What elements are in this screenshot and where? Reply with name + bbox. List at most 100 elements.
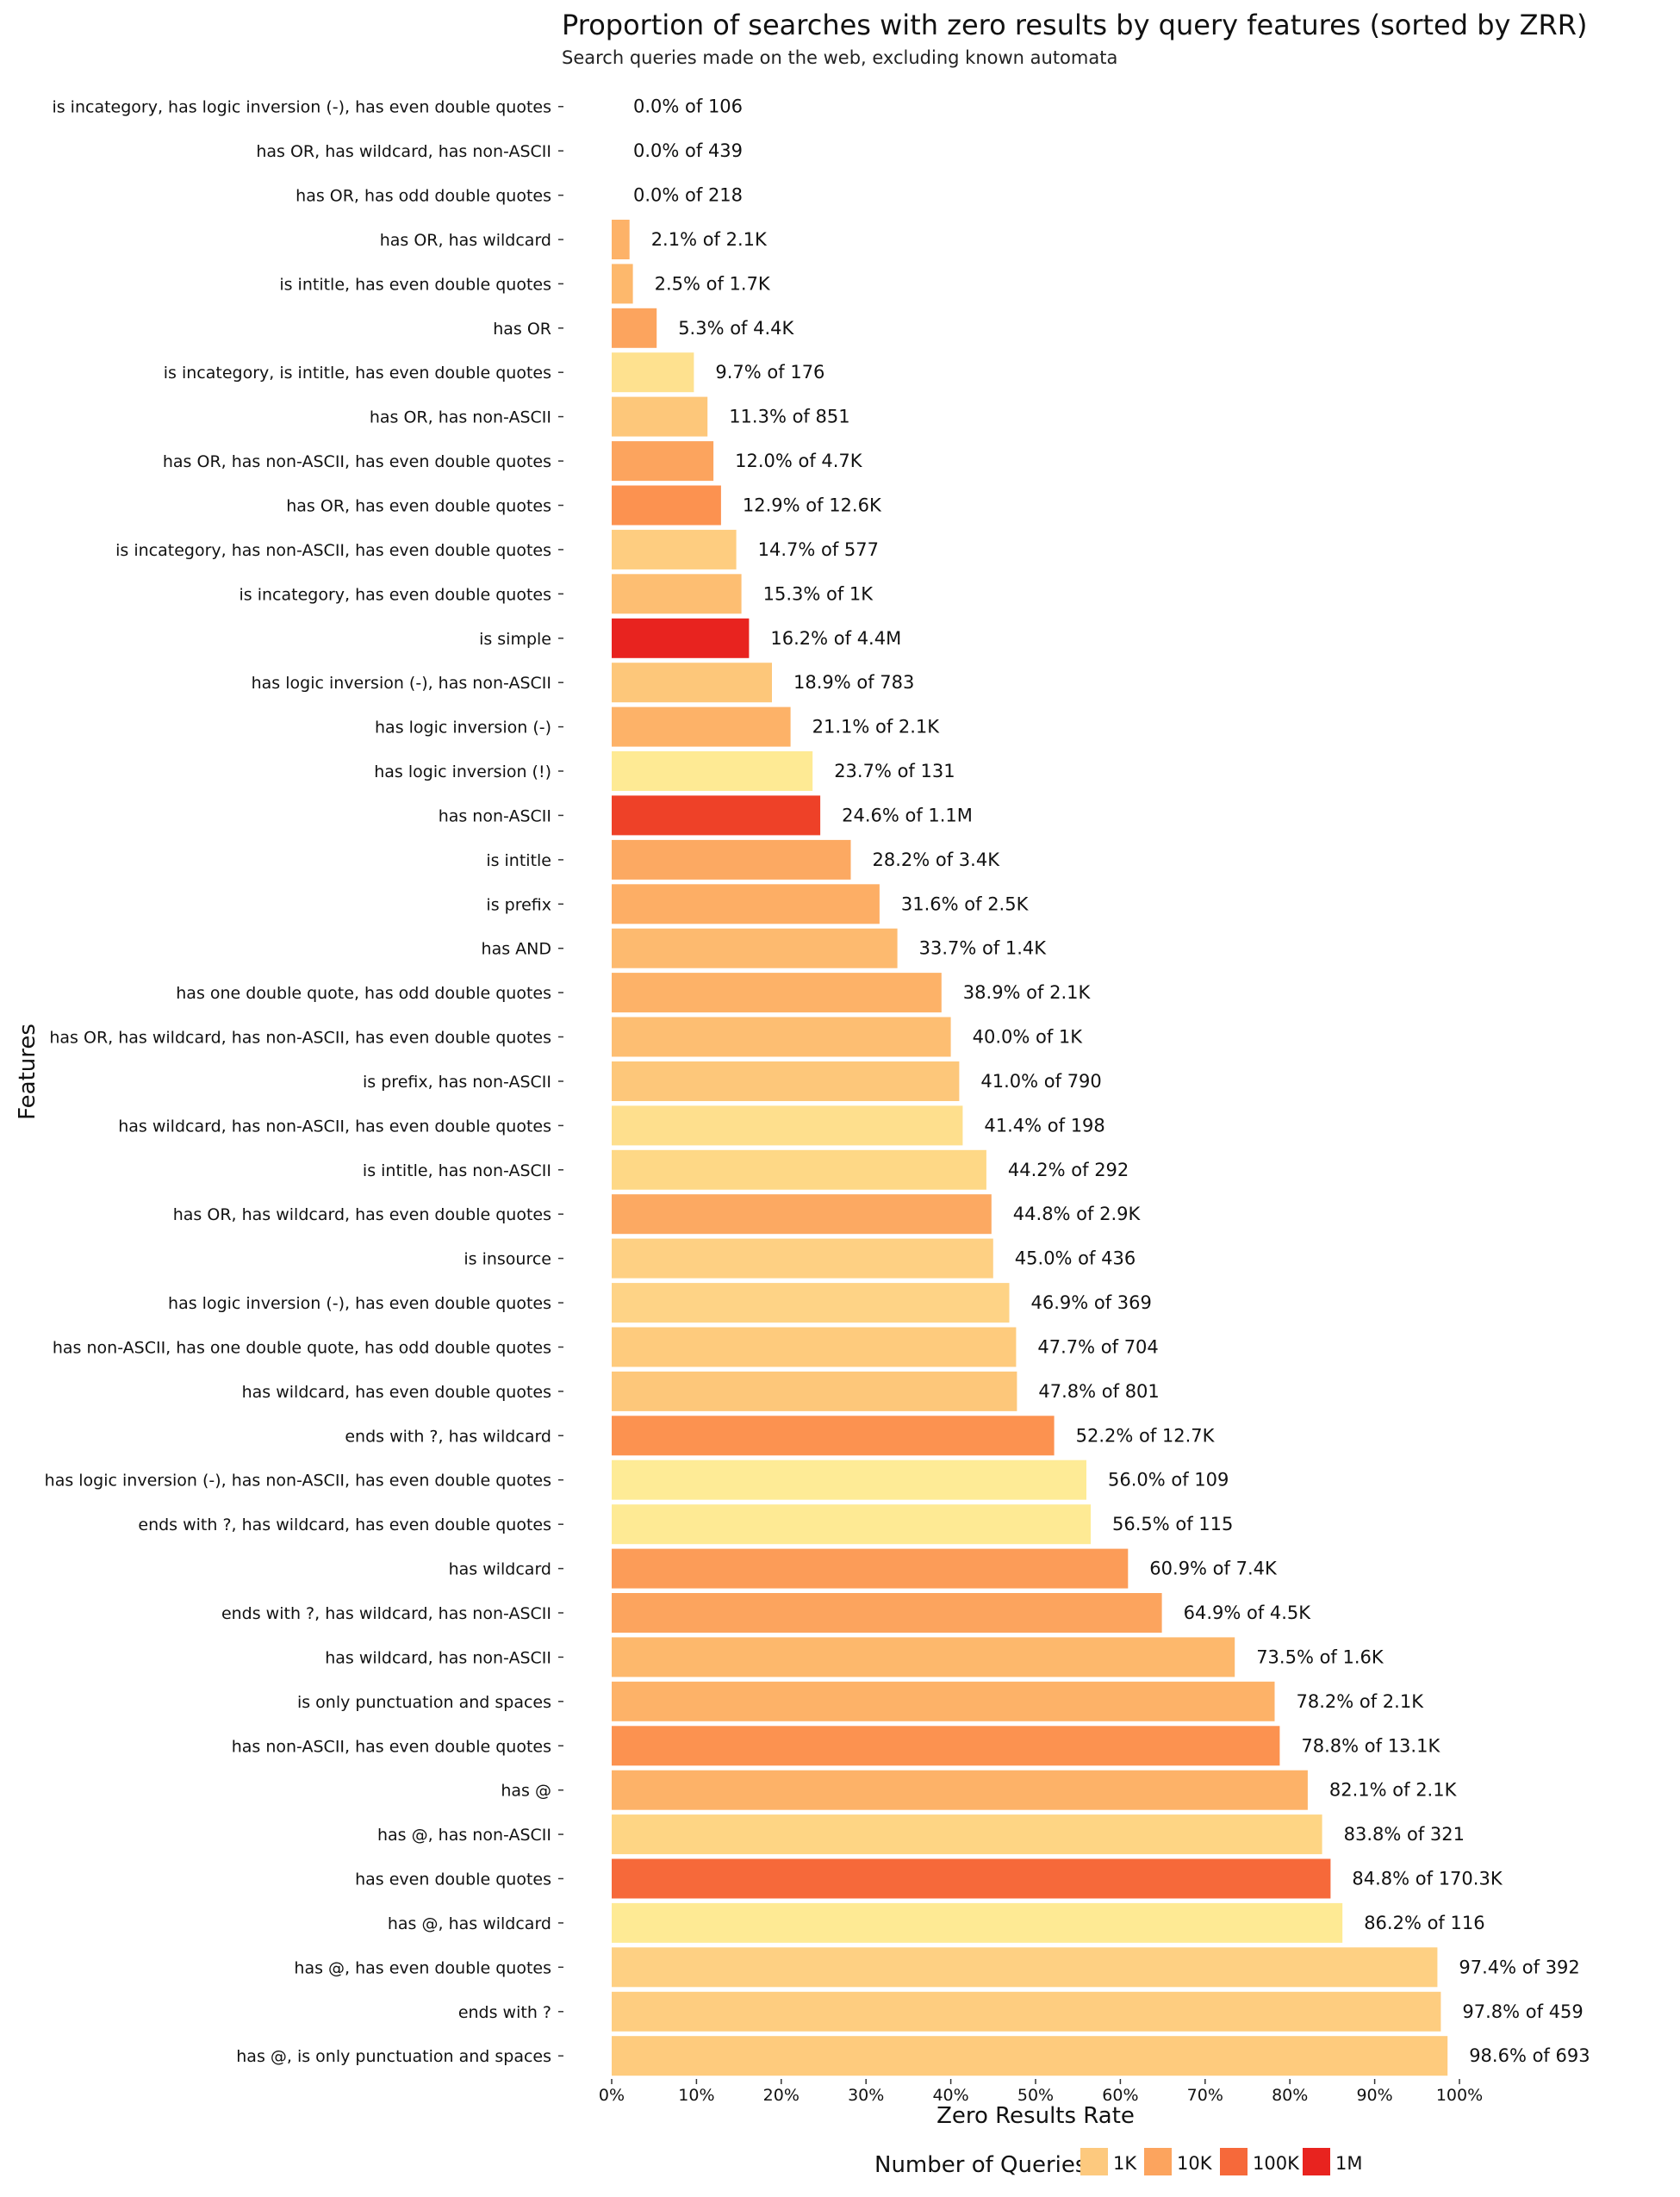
bar [612,396,708,437]
y-tick-label: has @, has non-ASCII [377,1826,551,1845]
chart-title: Proportion of searches with zero results… [562,9,1588,41]
bar [612,973,942,1013]
x-tick-label: 40% [932,2086,968,2105]
bar [612,751,813,791]
bar-data-label: 73.5% of 1.6K [1256,1646,1384,1667]
bar-data-label: 2.1% of 2.1K [651,229,768,250]
y-tick-label: has logic inversion (-), has even double… [168,1294,551,1313]
bar-data-label: 0.0% of 106 [633,96,743,117]
y-tick-label: has non-ASCII, has one double quote, has… [53,1339,551,1358]
bar [612,1902,1343,1943]
y-axis-title: Features [15,1024,40,1120]
bar-data-label: 18.9% of 783 [793,672,914,693]
y-tick-label: is intitle [486,851,551,870]
bar-data-label: 83.8% of 321 [1344,1824,1465,1845]
bar-data-label: 14.7% of 577 [758,539,879,560]
y-tick-label: ends with ? [458,2003,551,2022]
bar-data-label: 15.3% of 1K [763,583,874,604]
bar-data-label: 97.8% of 459 [1462,2001,1583,2022]
bar [612,220,630,259]
bar [612,485,721,526]
bar-data-label: 41.0% of 790 [980,1071,1101,1092]
bar [612,529,737,569]
x-tick-label: 60% [1102,2086,1138,2105]
y-tick-label: has logic inversion (-), has non-ASCII, … [45,1472,551,1491]
x-tick-label: 20% [763,2086,800,2105]
y-tick-label: has wildcard, has non-ASCII [325,1648,551,1667]
x-tick-label: 0% [599,2086,625,2105]
bar [612,1371,1017,1411]
y-tick-label: has logic inversion (-) [375,719,551,738]
y-tick-label: has logic inversion (-), has non-ASCII [252,674,551,693]
bar-data-label: 97.4% of 392 [1459,1957,1579,1977]
legend-swatch [1220,2148,1248,2175]
bar-data-label: 9.7% of 176 [715,362,824,383]
bar-data-label: 11.3% of 851 [729,407,849,427]
y-tick-label: has OR, has even double quotes [286,497,551,516]
y-tick-label: is simple [479,630,551,649]
bar-data-label: 82.1% of 2.1K [1329,1780,1458,1801]
y-tick-label: is insource [464,1250,551,1269]
y-tick-label: is incategory, has non-ASCII, has even d… [115,541,551,560]
bar-data-label: 44.8% of 2.9K [1013,1204,1142,1224]
bar [612,839,851,880]
bar [612,1017,951,1057]
x-tick-label: 90% [1356,2086,1392,2105]
bar [612,2036,1448,2076]
y-tick-label: has @, has wildcard [388,1914,551,1933]
bar [612,706,791,747]
bar-data-label: 0.0% of 439 [633,140,743,161]
bar-data-label: 78.2% of 2.1K [1297,1691,1425,1712]
x-tick-label: 100% [1436,2086,1483,2105]
x-axis-title: Zero Results Rate [936,2103,1135,2129]
bar [612,1105,963,1146]
bar-data-label: 31.6% of 2.5K [901,893,1030,914]
y-tick-label: is incategory, is intitle, has even doub… [164,364,551,383]
bar [612,1416,1055,1456]
bar [612,1061,960,1101]
bar-data-label: 84.8% of 170.3K [1352,1869,1503,1889]
bar [612,574,742,614]
bar-data-label: 52.2% of 12.7K [1076,1425,1216,1446]
bar-data-label: 38.9% of 2.1K [963,982,1092,1003]
bar-data-label: 46.9% of 369 [1031,1292,1152,1313]
y-tick-label: has @, has even double quotes [294,1958,551,1977]
y-tick-label: is intitle, has non-ASCII [363,1161,551,1180]
bars-layer: is incategory, has logic inversion (-), … [45,96,1590,2076]
y-tick-label: has wildcard [449,1560,551,1579]
y-tick-label: has OR, has wildcard [380,231,551,250]
bar-data-label: 56.0% of 109 [1108,1470,1229,1491]
y-tick-label: ends with ?, has wildcard, has non-ASCII [221,1604,551,1623]
bar-data-label: 86.2% of 116 [1364,1913,1484,1933]
y-tick-label: has OR, has wildcard, has even double qu… [173,1205,551,1224]
legend-swatch [1303,2148,1330,2175]
y-tick-label: is prefix [486,895,551,914]
y-tick-label: has non-ASCII, has even double quotes [232,1737,551,1756]
bar [612,1238,993,1279]
legend-title: Number of Queries [874,2152,1086,2178]
y-tick-label: has wildcard, has non-ASCII, has even do… [118,1117,551,1136]
y-tick-label: is prefix, has non-ASCII [363,1073,551,1092]
bar-data-label: 0.0% of 218 [633,185,743,206]
bar-data-label: 41.4% of 198 [984,1115,1104,1136]
bar-data-label: 24.6% of 1.1M [842,805,973,825]
bar [612,1814,1322,1855]
bar [612,352,694,393]
bar-data-label: 23.7% of 131 [834,761,955,781]
bar [612,1327,1017,1367]
y-tick-label: ends with ?, has wildcard, has even doub… [138,1515,551,1534]
bar-data-label: 78.8% of 13.1K [1301,1735,1440,1756]
bar [612,795,821,836]
x-tick-label: 70% [1187,2086,1223,2105]
bar [612,1504,1091,1545]
bar [612,1947,1438,1988]
bar-data-label: 98.6% of 693 [1469,2045,1590,2066]
y-tick-label: has OR, has non-ASCII, has even double q… [163,452,551,471]
legend-swatch [1144,2148,1172,2175]
bar [612,618,750,658]
bar [612,441,714,482]
y-tick-label: has wildcard, has even double quotes [242,1383,551,1402]
x-axis: 0% 10% 20% 30% 40% 50% 60% 70% 80% 90% 100% [599,2079,1483,2105]
y-tick-label: ends with ?, has wildcard [345,1427,551,1446]
